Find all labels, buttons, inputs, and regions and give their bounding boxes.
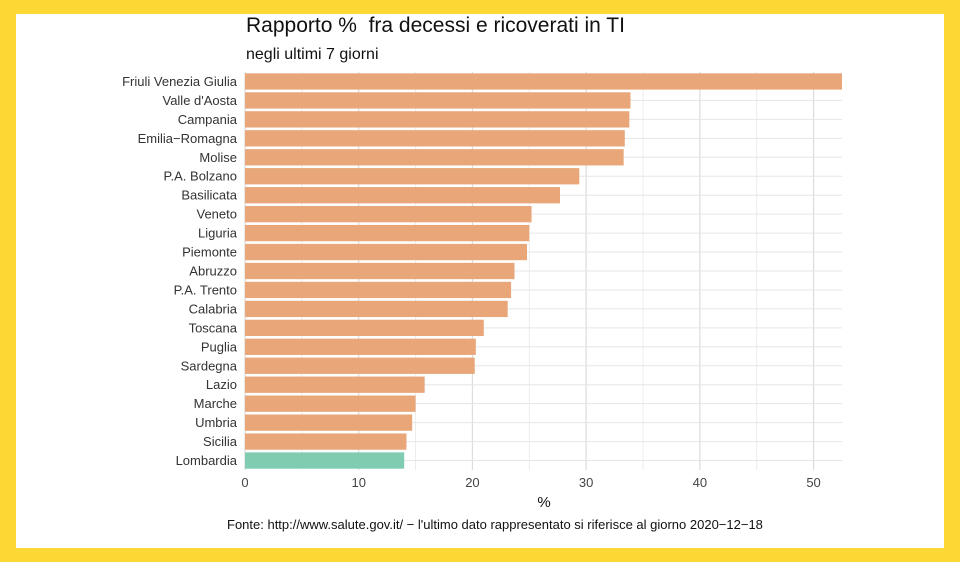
category-label: Lombardia [176, 453, 238, 468]
category-label: Calabria [189, 301, 238, 316]
bar [245, 338, 476, 355]
bar [245, 300, 508, 318]
x-tick-label: 30 [579, 475, 593, 490]
bar [245, 111, 630, 128]
category-label: Molise [199, 150, 237, 165]
source-caption: Fonte: http://www.salute.gov.it/ − l'ult… [227, 517, 763, 532]
bar [245, 187, 560, 204]
category-labels: Friuli Venezia Giulia Valle d'Aosta Campan… [122, 74, 238, 468]
chart-subtitle: negli ultimi 7 giorni [246, 46, 379, 63]
bar [245, 92, 631, 109]
x-tick-label: 10 [351, 475, 365, 490]
bar [245, 452, 405, 469]
bar [245, 281, 512, 299]
x-tick-label: 50 [806, 475, 820, 490]
category-label: Sardegna [181, 358, 238, 373]
x-tick-labels: 0 10 20 30 40 50 [241, 475, 820, 490]
category-label: Piemonte [182, 245, 237, 260]
bar [245, 319, 484, 337]
category-label: Liguria [198, 226, 238, 241]
category-label: Friuli Venezia Giulia [122, 74, 238, 89]
bar [245, 376, 425, 393]
category-label: Toscana [189, 320, 238, 335]
x-axis-title: % [537, 494, 550, 511]
chart-title: Rapporto % fra decessi e ricoverati in T… [246, 14, 625, 37]
category-label: Veneto [197, 207, 238, 222]
bars [245, 73, 842, 469]
bar [245, 130, 625, 147]
bar [245, 433, 407, 450]
bar [245, 414, 413, 431]
category-label: Puglia [201, 339, 238, 354]
bar [245, 224, 530, 242]
bar [245, 357, 475, 374]
category-label: Sicilia [203, 434, 238, 449]
category-label: Umbria [195, 415, 238, 430]
bar [245, 205, 532, 223]
category-label: Valle d'Aosta [162, 93, 237, 108]
category-label: Marche [194, 396, 237, 411]
bar [245, 262, 515, 280]
x-tick-label: 20 [465, 475, 479, 490]
category-label: Campania [178, 112, 238, 127]
category-label: Lazio [206, 377, 237, 392]
category-label: P.A. Bolzano [164, 169, 237, 184]
bar [245, 395, 416, 412]
category-label: Abruzzo [189, 264, 237, 279]
bar [245, 73, 842, 90]
bar [245, 243, 528, 261]
category-label: P.A. Trento [174, 282, 237, 297]
bar [245, 149, 624, 166]
bar [245, 168, 580, 185]
x-tick-label: 0 [241, 475, 248, 490]
category-label: Emilia−Romagna [138, 131, 238, 146]
category-label: Basilicata [181, 188, 237, 203]
x-tick-label: 40 [693, 475, 707, 490]
